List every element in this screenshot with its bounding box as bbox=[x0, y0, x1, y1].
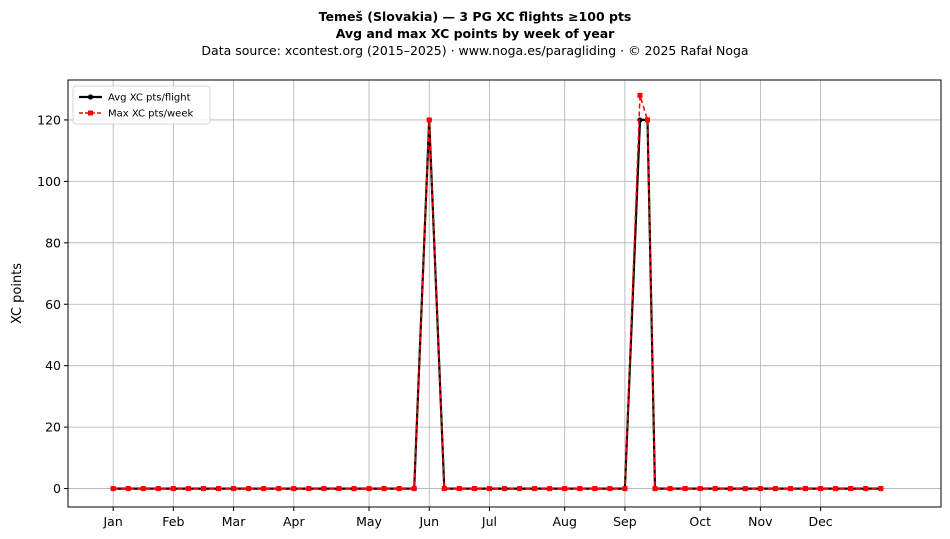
y-tick-label: 20 bbox=[45, 420, 61, 435]
max-point bbox=[336, 486, 342, 492]
max-point bbox=[803, 486, 809, 492]
max-point bbox=[878, 486, 884, 492]
max-point bbox=[125, 486, 131, 492]
max-point bbox=[652, 486, 658, 492]
max-point bbox=[682, 486, 688, 492]
max-point bbox=[833, 486, 839, 492]
series-layer bbox=[110, 92, 884, 492]
avg-point bbox=[637, 117, 643, 123]
max-point bbox=[246, 486, 252, 492]
max-point bbox=[667, 486, 673, 492]
max-point bbox=[170, 486, 176, 492]
x-tick-label-apr: Apr bbox=[283, 514, 305, 529]
max-point bbox=[396, 486, 402, 492]
x-tick-label-aug: Aug bbox=[552, 514, 576, 529]
max-point bbox=[200, 486, 206, 492]
max-point bbox=[155, 486, 161, 492]
x-tick-label-feb: Feb bbox=[162, 514, 184, 529]
y-tick-label: 80 bbox=[45, 235, 61, 250]
max-point bbox=[231, 486, 237, 492]
max-point bbox=[742, 486, 748, 492]
legend-label: Avg XC pts/flight bbox=[108, 93, 191, 104]
max-point bbox=[140, 486, 146, 492]
x-tick-label-sep: Sep bbox=[613, 514, 637, 529]
tick-layer: 0 20 40 60 80 100 120 Jan Feb Mar Apr May Jun Jul Aug S… bbox=[37, 112, 833, 529]
max-point bbox=[411, 486, 417, 492]
x-tick-label-may: May bbox=[356, 514, 382, 529]
legend-box bbox=[72, 85, 211, 125]
y-tick-label: 40 bbox=[45, 358, 61, 373]
legend: Avg XC pts/flight Max XC pts/week bbox=[72, 85, 211, 125]
grid-layer bbox=[68, 80, 941, 507]
chart-source-note: Data source: xcontest.org (2015–2025) · … bbox=[201, 43, 749, 58]
max-point bbox=[637, 92, 643, 98]
max-point bbox=[216, 486, 222, 492]
max-point bbox=[185, 486, 191, 492]
max-point bbox=[110, 486, 116, 492]
max-point bbox=[562, 486, 568, 492]
max-point bbox=[622, 486, 628, 492]
max-point bbox=[456, 486, 462, 492]
max-point bbox=[486, 486, 492, 492]
max-point bbox=[712, 486, 718, 492]
max-point bbox=[261, 486, 267, 492]
max-point bbox=[547, 486, 553, 492]
max-point bbox=[517, 486, 523, 492]
y-tick-label: 60 bbox=[45, 297, 61, 312]
max-point bbox=[471, 486, 477, 492]
y-tick-label: 0 bbox=[53, 481, 61, 496]
max-point bbox=[863, 486, 869, 492]
x-tick-label-mar: Mar bbox=[222, 514, 246, 529]
max-point bbox=[577, 486, 583, 492]
max-point bbox=[607, 486, 613, 492]
x-tick-label-nov: Nov bbox=[748, 514, 773, 529]
max-point bbox=[306, 486, 312, 492]
max-point bbox=[351, 486, 357, 492]
max-point bbox=[441, 486, 447, 492]
legend-marker bbox=[88, 110, 93, 116]
max-point bbox=[291, 486, 297, 492]
max-point bbox=[276, 486, 282, 492]
axes-frame bbox=[67, 79, 942, 508]
series-line-max bbox=[113, 94, 881, 490]
y-tick-label: 100 bbox=[37, 174, 61, 189]
x-tick-label-dec: Dec bbox=[808, 514, 832, 529]
x-tick-label-jun: Jun bbox=[418, 514, 439, 529]
max-point bbox=[848, 486, 854, 492]
max-point bbox=[697, 486, 703, 492]
max-point bbox=[818, 486, 824, 492]
x-tick-label-oct: Oct bbox=[689, 514, 711, 529]
max-point bbox=[366, 486, 372, 492]
y-tick-label: 120 bbox=[37, 112, 61, 127]
max-point bbox=[757, 486, 763, 492]
y-axis-label: XC points bbox=[10, 263, 25, 324]
max-point bbox=[772, 486, 778, 492]
x-tick-label-jan: Jan bbox=[103, 514, 123, 529]
x-tick-label-jul: Jul bbox=[481, 514, 497, 529]
max-point bbox=[426, 117, 432, 123]
max-point bbox=[381, 486, 387, 492]
max-point bbox=[532, 486, 538, 492]
max-point bbox=[592, 486, 598, 492]
max-point bbox=[502, 486, 507, 492]
legend-marker bbox=[87, 94, 94, 100]
chart-subtitle: Avg and max XC points by week of year bbox=[335, 26, 615, 41]
max-point bbox=[321, 486, 327, 492]
max-point bbox=[727, 486, 733, 492]
max-point bbox=[644, 117, 650, 123]
max-point bbox=[787, 486, 793, 492]
chart-title: Temeš (Slovakia) — 3 PG XC flights ≥100 … bbox=[318, 9, 632, 24]
legend-label: Max XC pts/week bbox=[108, 109, 193, 120]
